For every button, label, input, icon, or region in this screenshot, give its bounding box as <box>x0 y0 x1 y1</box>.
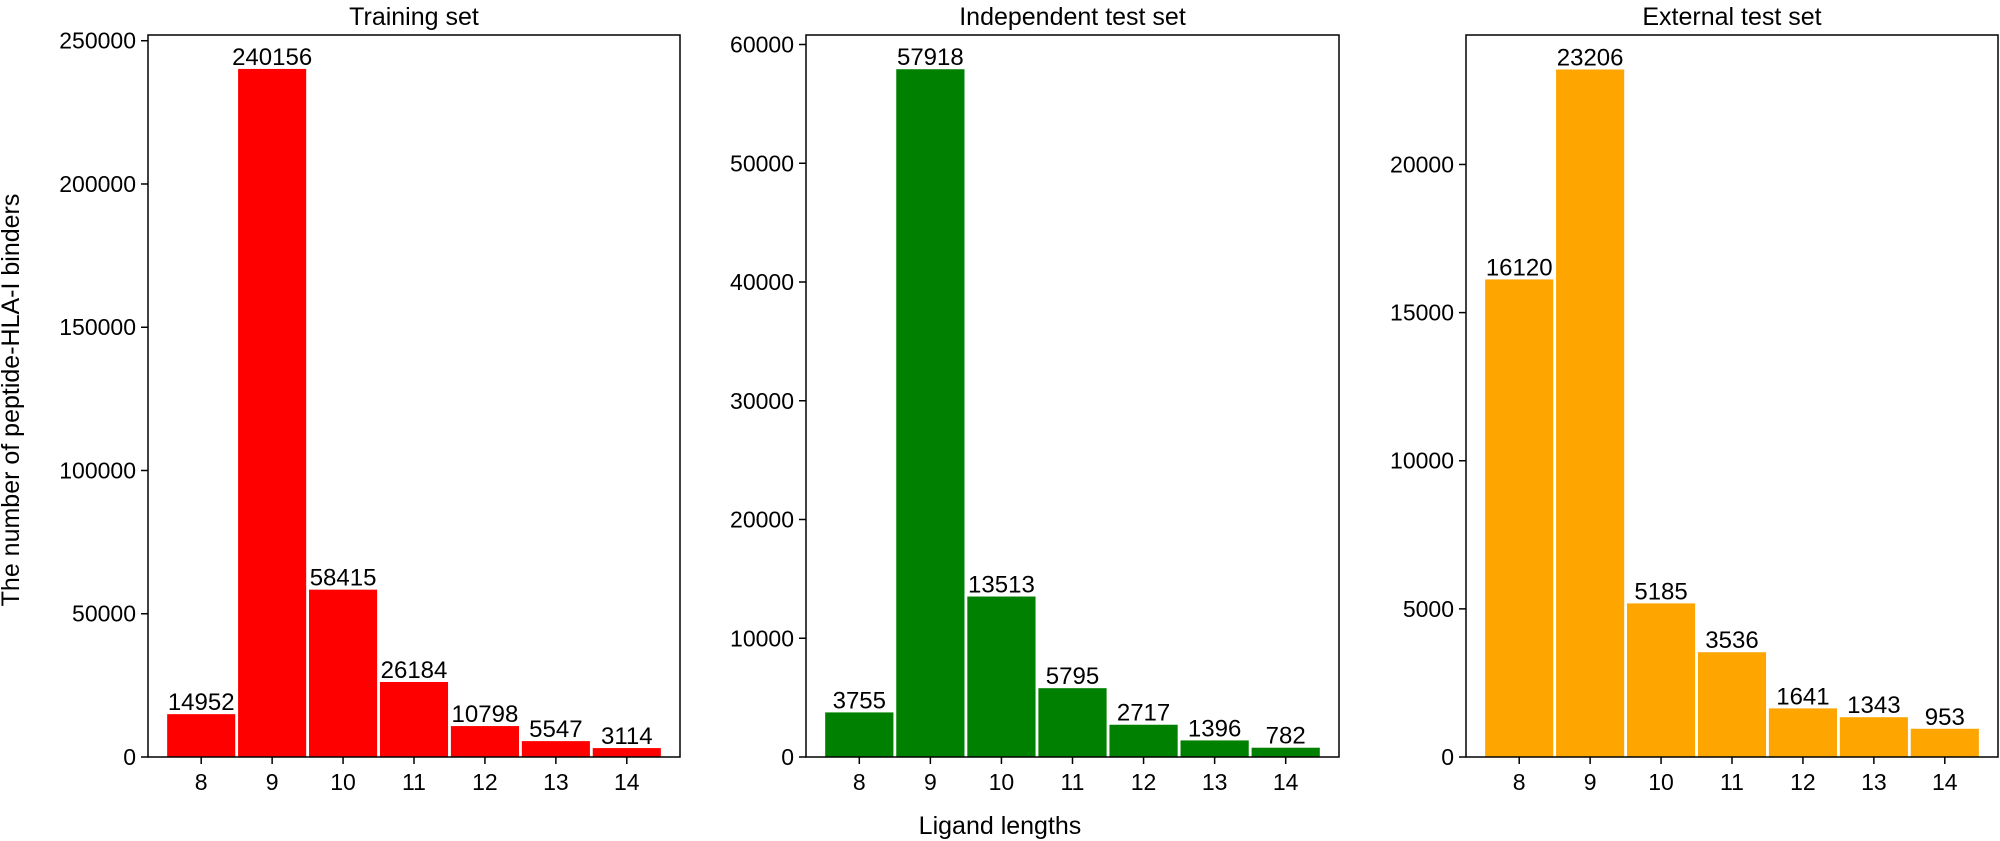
bar-13 <box>1839 717 1908 757</box>
bar-value-label: 240156 <box>232 44 312 71</box>
y-tick-label: 0 <box>123 744 136 770</box>
bar-value-label: 3114 <box>601 723 653 750</box>
bar-8 <box>825 712 894 757</box>
x-tick-label: 14 <box>1932 769 1958 795</box>
bar-9 <box>238 68 307 758</box>
bar-12 <box>1109 724 1178 757</box>
chart-panel-2: 3755 57918 13513 5795 2717 1396 782 8 9 10 11 12 13 1… <box>730 3 1340 795</box>
bar-value-label: 2717 <box>1117 700 1170 727</box>
bar-10 <box>1627 603 1696 757</box>
x-tick-label: 14 <box>614 769 640 795</box>
chart-title: External test set <box>1642 3 1821 31</box>
axes-frame <box>1465 34 1999 758</box>
bar-value-label: 5795 <box>1046 663 1099 690</box>
figure-xlabel: Ligand lengths <box>919 812 1082 840</box>
x-tick-label: 13 <box>543 769 569 795</box>
x-tick-label: 12 <box>1131 769 1157 795</box>
x-tick-label: 9 <box>1584 769 1597 795</box>
y-tick-label: 40000 <box>730 269 794 295</box>
y-tick-label: 200000 <box>59 171 136 197</box>
y-tick-label: 20000 <box>1390 151 1454 177</box>
bar-10 <box>967 596 1036 757</box>
bar-9 <box>1556 69 1625 758</box>
figure-ylabel: The number of peptide-HLA-I binders <box>0 194 25 607</box>
bar-value-label: 16120 <box>1486 254 1553 281</box>
bar-value-label: 1396 <box>1188 715 1241 742</box>
x-tick-label: 14 <box>1273 769 1299 795</box>
x-tick-label: 11 <box>402 769 426 795</box>
bar-value-label: 58415 <box>310 565 377 592</box>
y-tick-label: 50000 <box>730 150 794 176</box>
y-tick-label: 100000 <box>59 457 136 483</box>
bar-8 <box>167 714 236 757</box>
bar-value-label: 23206 <box>1557 44 1624 71</box>
bar-14 <box>1910 728 1979 757</box>
y-tick-label: 250000 <box>59 28 136 54</box>
bar-14 <box>1251 747 1320 757</box>
bar-10 <box>309 589 378 757</box>
x-tick-label: 13 <box>1202 769 1228 795</box>
x-tick-label: 10 <box>989 769 1015 795</box>
bar-value-label: 26184 <box>381 657 448 684</box>
x-tick-label: 13 <box>1861 769 1887 795</box>
y-tick-label: 10000 <box>1390 448 1454 474</box>
y-tick-label: 50000 <box>72 601 136 627</box>
x-tick-label: 10 <box>1648 769 1674 795</box>
x-tick-label: 9 <box>266 769 279 795</box>
y-tick-label: 60000 <box>730 32 794 58</box>
bar-value-label: 10798 <box>452 701 519 728</box>
bar-value-label: 782 <box>1266 723 1306 750</box>
x-tick-label: 9 <box>924 769 937 795</box>
chart-panel-3: 16120 23206 5185 3536 1641 1343 953 8 9 10 11 12 13 1… <box>1390 3 1999 795</box>
bar-value-label: 5185 <box>1634 578 1687 605</box>
bar-value-label: 953 <box>1925 704 1965 731</box>
bar-13 <box>521 741 590 757</box>
y-tick-label: 5000 <box>1403 596 1454 622</box>
bar-14 <box>592 748 661 757</box>
y-tick-label: 30000 <box>730 388 794 414</box>
bar-value-label: 1343 <box>1847 692 1900 719</box>
bar-value-label: 13513 <box>968 572 1035 599</box>
x-tick-label: 12 <box>1790 769 1816 795</box>
y-tick-label: 10000 <box>730 625 794 651</box>
x-tick-label: 12 <box>472 769 498 795</box>
x-tick-label: 11 <box>1720 769 1744 795</box>
y-tick-label: 150000 <box>59 314 136 340</box>
chart-title: Training set <box>349 3 479 31</box>
bar-value-label: 3536 <box>1705 627 1758 654</box>
chart-title: Independent test set <box>959 3 1186 31</box>
x-tick-label: 8 <box>195 769 208 795</box>
axes-frame <box>147 34 681 758</box>
bar-value-label: 3755 <box>833 687 886 714</box>
bar-11 <box>1038 688 1107 757</box>
bar-12 <box>1768 708 1837 757</box>
bar-value-label: 5547 <box>529 716 582 743</box>
bar-11 <box>379 681 449 757</box>
x-tick-label: 8 <box>1513 769 1526 795</box>
bar-8 <box>1485 279 1554 757</box>
y-tick-label: 20000 <box>730 507 794 533</box>
bar-11 <box>1697 652 1767 757</box>
x-tick-label: 11 <box>1061 769 1085 795</box>
y-tick-label: 15000 <box>1390 300 1454 326</box>
y-tick-label: 0 <box>781 744 794 770</box>
bar-value-label: 14952 <box>168 689 235 716</box>
axes-frame <box>805 34 1340 758</box>
bar-9 <box>896 69 965 758</box>
y-tick-label: 0 <box>1441 744 1454 770</box>
bar-value-label: 1641 <box>1776 683 1829 710</box>
bar-12 <box>450 726 519 757</box>
x-tick-label: 8 <box>853 769 866 795</box>
bar-value-label: 57918 <box>897 44 964 71</box>
bar-13 <box>1180 740 1249 757</box>
x-tick-label: 10 <box>330 769 356 795</box>
